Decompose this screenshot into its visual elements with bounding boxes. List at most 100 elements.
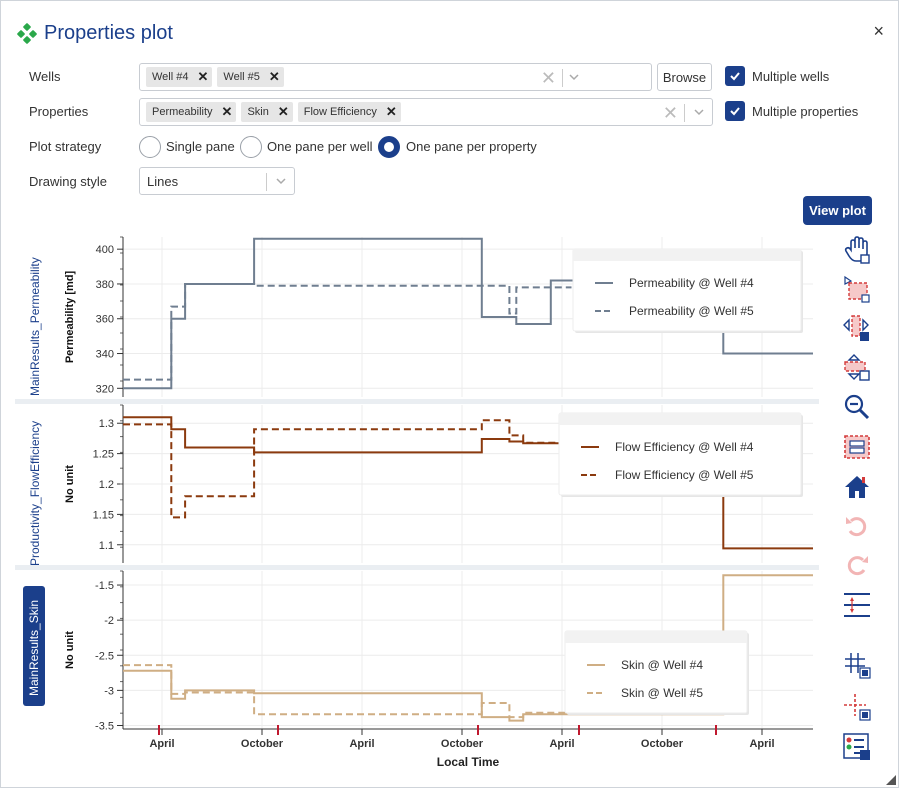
drawing-style-label: Drawing style xyxy=(29,174,108,189)
browse-button[interactable]: Browse xyxy=(657,63,712,91)
legend-header xyxy=(573,249,801,261)
y-pan-icon[interactable] xyxy=(841,352,873,384)
pane-separator xyxy=(15,565,819,570)
x-tick-label: October xyxy=(241,738,284,750)
view-plot-button[interactable]: View plot xyxy=(803,196,872,225)
y-tick-label: 360 xyxy=(96,314,114,326)
select-separator xyxy=(266,173,267,191)
strategy-label: Single pane xyxy=(166,139,235,154)
redo-icon[interactable] xyxy=(841,549,873,581)
tag-label: Skin xyxy=(247,106,269,118)
remove-tag-icon[interactable]: ✕ xyxy=(385,104,397,119)
box-zoom-icon[interactable] xyxy=(841,273,873,305)
y-tick-label: -1.5 xyxy=(95,580,114,592)
multiple-properties-checkbox[interactable] xyxy=(725,101,745,121)
x-pan-icon[interactable] xyxy=(841,312,873,344)
wells-label: Wells xyxy=(29,69,61,84)
zoom-out-icon[interactable] xyxy=(841,391,873,423)
wells-select[interactable]: Well #4 ✕ Well #5 ✕ ✕ xyxy=(139,63,652,91)
select-separator xyxy=(562,69,563,87)
legend-label: Permeability @ Well #5 xyxy=(629,304,754,318)
properties-chart[interactable]: 320 340 360 380 400 Permeability [md] Permeabi… xyxy=(1,229,821,789)
strategy-single-pane-radio[interactable] xyxy=(139,136,161,158)
legend-label: Permeability @ Well #4 xyxy=(629,276,754,290)
y-tick-label: 1.25 xyxy=(93,449,114,461)
clear-icon[interactable]: ✕ xyxy=(662,103,678,123)
tag-label: Well #5 xyxy=(223,71,260,83)
strategy-label: One pane per well xyxy=(267,139,373,154)
legend-toggle-icon[interactable] xyxy=(841,731,873,763)
undo-icon[interactable] xyxy=(841,510,873,542)
properties-select[interactable]: Permeability ✕ Skin ✕ Flow Efficiency ✕ ✕ xyxy=(139,98,713,126)
x-tick-label: April xyxy=(149,738,174,750)
remove-tag-icon[interactable]: ✕ xyxy=(197,69,209,84)
property-tag: Permeability ✕ xyxy=(146,102,237,122)
reset-home-icon[interactable] xyxy=(841,471,873,503)
group-button-skin[interactable]: MainResults_Skin xyxy=(23,586,45,706)
crosshair-grid-icon[interactable] xyxy=(841,649,873,681)
x-tick-label: October xyxy=(641,738,684,750)
drawing-style-select[interactable]: Lines xyxy=(139,167,295,195)
series-line xyxy=(123,419,565,519)
y-tick-label: 1.2 xyxy=(99,479,114,491)
x-tick-label: April xyxy=(349,738,374,750)
strategy-per-property-radio[interactable] xyxy=(378,136,400,158)
y-tick-label: -2 xyxy=(104,615,114,627)
strategy-per-well-radio[interactable] xyxy=(240,136,262,158)
pane-separator xyxy=(15,399,819,404)
select-separator xyxy=(684,104,685,122)
check-icon xyxy=(730,107,740,116)
check-icon xyxy=(730,72,740,81)
x-tick-label: October xyxy=(441,738,484,750)
remove-tag-icon[interactable]: ✕ xyxy=(268,69,280,84)
y-axis-label: Permeability [md] xyxy=(64,271,76,364)
multiple-wells-checkbox[interactable] xyxy=(725,66,745,86)
y-axis-label: No unit xyxy=(64,465,76,503)
y-tick-label: 1.15 xyxy=(93,509,114,521)
strategy-label: One pane per property xyxy=(406,139,537,154)
legend-label: Flow Efficiency @ Well #5 xyxy=(615,468,754,482)
legend-header xyxy=(559,413,801,425)
y-tick-label: 380 xyxy=(96,279,114,291)
property-tag: Skin ✕ xyxy=(241,102,293,122)
well-tag: Well #4 ✕ xyxy=(146,67,213,87)
close-button[interactable]: × xyxy=(873,21,884,41)
drawing-style-value: Lines xyxy=(147,173,179,189)
box-select-icon[interactable] xyxy=(841,431,873,463)
plot-strategy-label: Plot strategy xyxy=(29,139,102,154)
pan-icon[interactable] xyxy=(841,234,873,266)
y-axis-label: No unit xyxy=(64,631,76,669)
dialog-title: Properties plot xyxy=(44,21,173,44)
clear-icon[interactable]: ✕ xyxy=(540,68,556,88)
properties-label: Properties xyxy=(29,104,89,119)
multiple-wells-label: Multiple wells xyxy=(752,69,830,84)
legend-header xyxy=(565,631,747,643)
remove-tag-icon[interactable]: ✕ xyxy=(277,104,289,119)
range-icon[interactable] xyxy=(841,589,873,621)
multiple-properties-label: Multiple properties xyxy=(752,104,859,119)
chevron-down-icon[interactable] xyxy=(569,72,579,82)
series-line xyxy=(123,664,586,719)
property-tag: Flow Efficiency ✕ xyxy=(297,102,401,122)
y-tick-label: -3 xyxy=(104,685,114,697)
legend xyxy=(558,412,802,496)
y-tick-label: -3.5 xyxy=(95,720,114,732)
tag-label: Flow Efficiency xyxy=(303,106,377,118)
x-tick-label: April xyxy=(549,738,574,750)
resize-handle-icon[interactable] xyxy=(886,775,896,785)
remove-tag-icon[interactable]: ✕ xyxy=(221,104,233,119)
y-tick-label: 1.3 xyxy=(99,418,114,430)
well-tag: Well #5 ✕ xyxy=(217,67,284,87)
chevron-down-icon[interactable] xyxy=(276,176,286,186)
plot-sparkle-icon xyxy=(16,22,38,45)
chevron-down-icon[interactable] xyxy=(694,107,704,117)
y-tick-label: 1.1 xyxy=(99,540,114,552)
legend xyxy=(572,248,802,332)
series-line xyxy=(123,283,572,381)
crosshair-icon[interactable] xyxy=(841,691,873,723)
x-axis-label: Local Time xyxy=(437,755,500,769)
dialog-header: Properties plot xyxy=(16,19,173,47)
y-tick-label: 400 xyxy=(96,244,114,256)
y-tick-label: -2.5 xyxy=(95,650,114,662)
